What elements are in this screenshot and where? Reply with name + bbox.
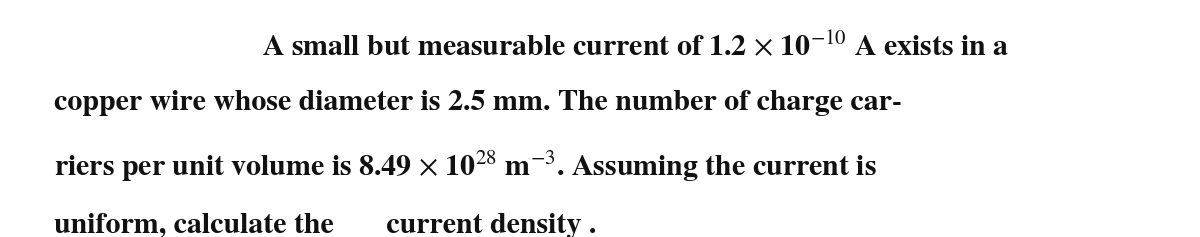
Text: copper wire whose diameter is 2.5 mm. The number of charge car-: copper wire whose diameter is 2.5 mm. Th… <box>54 90 902 116</box>
Text: A small but measurable current of 1.2 $\times$ 10$^{-10}$ A exists in a: A small but measurable current of 1.2 $\… <box>263 31 1009 61</box>
Text: uniform, calculate the       current density .: uniform, calculate the current density . <box>54 213 596 237</box>
Text: riers per unit volume is 8.49 $\times$ 10$^{28}$ m$^{-3}$. Assuming the current : riers per unit volume is 8.49 $\times$ 1… <box>54 149 877 184</box>
